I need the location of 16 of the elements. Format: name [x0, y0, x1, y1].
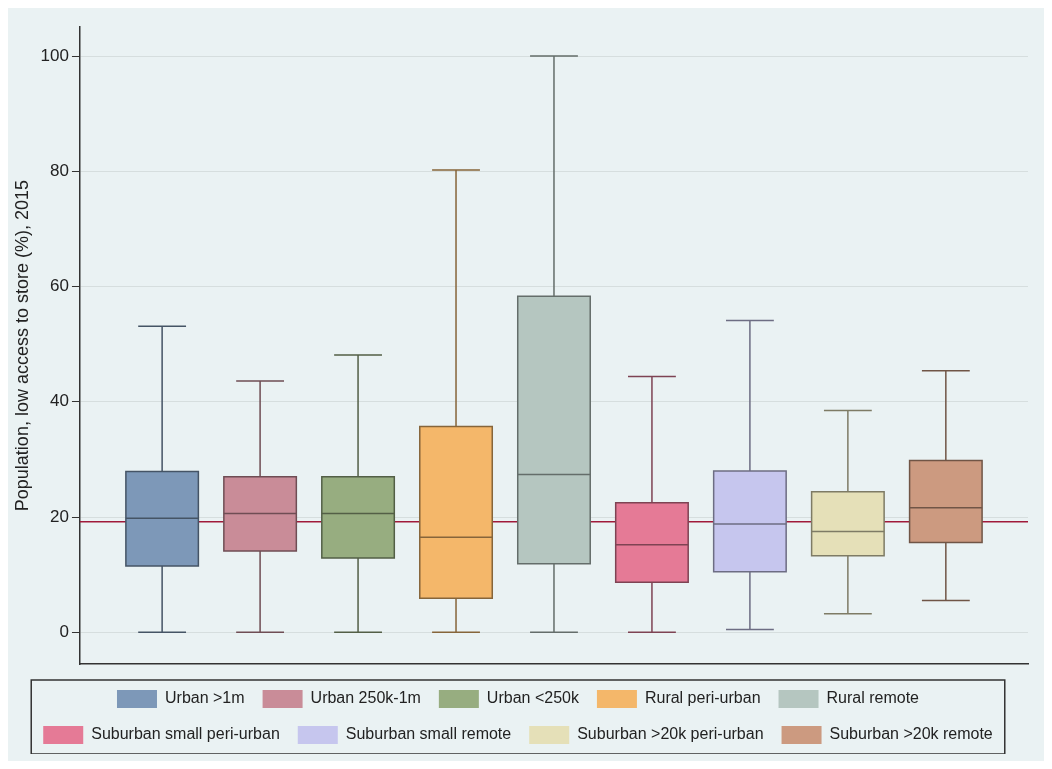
- legend-label: Urban 250k-1m: [310, 689, 421, 707]
- y-tick-label: 100: [40, 45, 69, 65]
- y-tick-label: 40: [50, 391, 69, 411]
- y-tick-label: 60: [50, 276, 69, 296]
- legend-label: Rural remote: [826, 689, 920, 707]
- y-tick-label: 80: [50, 160, 69, 180]
- legend-label: Urban <250k: [486, 689, 580, 707]
- y-tick-label: 20: [50, 506, 69, 526]
- y-tick-label: 0: [59, 621, 69, 641]
- legend-label: Suburban >20k peri-urban: [577, 725, 764, 743]
- legend-label: Suburban >20k remote: [829, 725, 993, 743]
- legend-label: Urban >1m: [164, 689, 245, 707]
- legend-label: Rural peri-urban: [644, 689, 761, 707]
- legend-label: Suburban small remote: [345, 725, 512, 743]
- legend-label: Suburban small peri-urban: [91, 725, 280, 743]
- y-axis-title: Population, low access to store (%), 2015: [11, 180, 32, 512]
